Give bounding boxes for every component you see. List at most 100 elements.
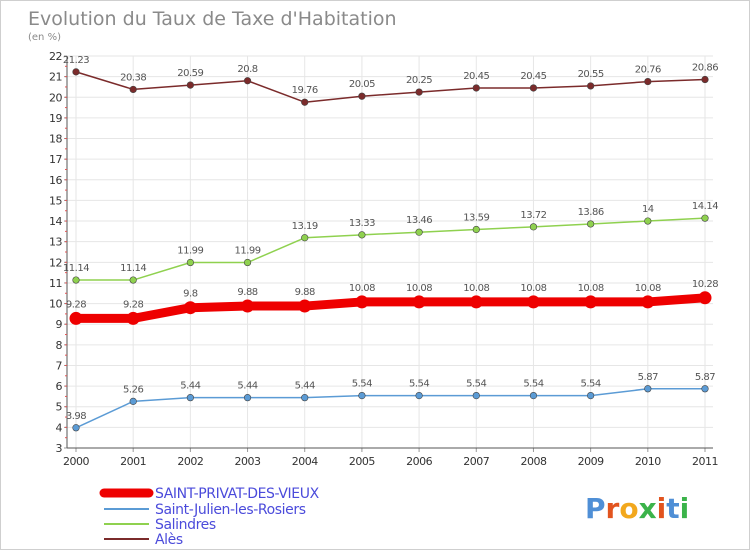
data-label-saint-privat-des-vieux: 9.28 — [123, 299, 143, 310]
data-point-saint-julien-les-rosiers — [415, 391, 423, 400]
data-point-salindres — [644, 217, 652, 225]
data-point-al-s — [301, 98, 309, 106]
data-label-salindres: 13.46 — [406, 215, 432, 226]
data-label-saint-privat-des-vieux: 10.08 — [635, 283, 661, 294]
data-point-saint-julien-les-rosiers — [186, 394, 194, 402]
y-tick-label: 9 — [56, 318, 63, 331]
grid — [67, 55, 713, 449]
data-label-al-s: 20.76 — [635, 65, 661, 76]
data-point-saint-privat-des-vieux — [698, 291, 712, 305]
data-label-al-s: 20.86 — [692, 63, 718, 74]
data-label-saint-julien-les-rosiers: 5.54 — [352, 379, 372, 390]
data-point-al-s — [529, 84, 538, 92]
data-label-saint-julien-les-rosiers: 5.54 — [466, 379, 486, 390]
data-point-salindres — [186, 258, 194, 267]
data-label-saint-julien-les-rosiers: 5.44 — [237, 381, 257, 392]
axes: 3 4 5 6 7 8 9 10 11 12 13 14 15 16 17 18 19 20 21 22 2000 200… — [49, 50, 719, 468]
x-tick-label: 2003 — [235, 455, 261, 468]
data-point-saint-privat-des-vieux — [69, 311, 83, 325]
x-tick-label: 2007 — [463, 455, 489, 468]
data-label-al-s: 20.05 — [349, 79, 375, 90]
data-label-al-s: 19.76 — [292, 85, 318, 96]
data-point-saint-julien-les-rosiers — [358, 391, 366, 400]
data-label-saint-privat-des-vieux: 10.08 — [520, 283, 546, 294]
data-point-salindres — [701, 214, 709, 222]
data-point-al-s — [472, 84, 480, 92]
data-point-saint-julien-les-rosiers — [529, 391, 538, 400]
data-point-saint-julien-les-rosiers — [472, 391, 480, 400]
data-label-salindres: 13.59 — [463, 213, 489, 224]
data-point-salindres — [358, 231, 366, 239]
data-point-saint-julien-les-rosiers — [72, 424, 80, 432]
x-tick-label: 2002 — [177, 455, 203, 468]
y-tick-label: 6 — [56, 380, 63, 393]
data-point-al-s — [243, 77, 252, 85]
data-label-salindres: 13.19 — [292, 221, 318, 232]
data-point-salindres — [472, 225, 480, 234]
y-tick-label: 13 — [49, 236, 62, 249]
data-point-salindres — [415, 228, 423, 236]
data-label-salindres: 13.72 — [520, 210, 546, 221]
legend-label-saint-privat-des-vieux: SAINT-PRIVAT-DES-VIEUX — [155, 486, 320, 502]
data-label-saint-privat-des-vieux: 10.28 — [692, 279, 718, 290]
data-label-al-s: 20.45 — [520, 71, 546, 82]
data-label-saint-privat-des-vieux: 10.08 — [578, 283, 604, 294]
data-point-saint-julien-les-rosiers — [129, 397, 137, 405]
chart-title: Evolution du Taux de Taxe d'Habitation — [28, 8, 397, 30]
data-label-saint-privat-des-vieux: 9.88 — [295, 287, 315, 298]
data-label-saint-julien-les-rosiers: 5.26 — [123, 384, 143, 395]
data-label-saint-julien-les-rosiers: 5.54 — [523, 379, 543, 390]
y-tick-label: 18 — [49, 133, 62, 146]
y-tick-label: 21 — [49, 71, 62, 84]
data-point-salindres — [243, 258, 252, 267]
x-tick-label: 2010 — [635, 455, 661, 468]
y-tick-label: 19 — [49, 112, 62, 125]
data-label-al-s: 20.25 — [406, 75, 432, 86]
y-tick-label: 10 — [49, 298, 62, 311]
data-label-al-s: 20.59 — [177, 68, 203, 79]
data-point-saint-julien-les-rosiers — [243, 394, 252, 402]
data-point-al-s — [415, 88, 423, 96]
data-label-saint-julien-les-rosiers: 5.44 — [295, 381, 315, 392]
data-point-salindres — [587, 220, 595, 228]
data-point-saint-julien-les-rosiers — [644, 385, 652, 393]
x-tick-label: 2008 — [520, 455, 546, 468]
data-point-salindres — [72, 276, 80, 284]
data-label-salindres: 13.86 — [578, 207, 604, 218]
data-label-saint-privat-des-vieux: 9.28 — [66, 299, 86, 310]
series-line-saint-privat-des-vieux — [71, 293, 710, 323]
data-label-saint-julien-les-rosiers: 3.98 — [66, 411, 86, 422]
data-point-al-s — [358, 92, 366, 100]
legend-label-al-s: Alès — [155, 532, 183, 548]
data-label-saint-privat-des-vieux: 9.8 — [183, 289, 198, 300]
x-tick-label: 2005 — [349, 455, 375, 468]
series — [69, 68, 712, 432]
data-labels: 3.98 5.26 5.44 5.44 5.44 5.54 5.54 5.54 5.54 5.54… — [63, 55, 719, 422]
chart-subtitle: (en %) — [28, 32, 61, 43]
data-label-salindres: 11.99 — [177, 246, 203, 257]
data-label-saint-julien-les-rosiers: 5.87 — [638, 372, 658, 383]
data-point-saint-privat-des-vieux — [469, 295, 483, 309]
data-point-saint-julien-les-rosiers — [701, 385, 709, 393]
x-tick-label: 2011 — [692, 455, 718, 468]
series-line-saint-julien-les-rosiers — [75, 388, 706, 429]
data-point-saint-julien-les-rosiers — [587, 391, 595, 400]
y-tick-label: 16 — [49, 174, 62, 187]
proxiti-logo: Proxiti — [585, 492, 689, 525]
legend-label-salindres: Salindres — [155, 517, 216, 533]
data-label-salindres: 14 — [642, 204, 654, 215]
data-label-al-s: 20.8 — [237, 64, 257, 75]
data-label-al-s: 21.23 — [63, 55, 89, 66]
data-point-al-s — [129, 85, 137, 94]
data-point-saint-privat-des-vieux — [526, 295, 540, 309]
series-line-salindres — [75, 217, 706, 281]
data-point-saint-privat-des-vieux — [126, 311, 140, 325]
data-point-salindres — [529, 223, 538, 231]
y-tick-label: 20 — [49, 91, 62, 104]
y-tick-label: 14 — [49, 215, 62, 228]
y-tick-label: 12 — [49, 256, 62, 269]
x-tick-label: 2006 — [406, 455, 432, 468]
data-point-al-s — [186, 81, 194, 89]
x-tick-label: 2009 — [578, 455, 604, 468]
data-label-salindres: 14.14 — [692, 201, 718, 212]
